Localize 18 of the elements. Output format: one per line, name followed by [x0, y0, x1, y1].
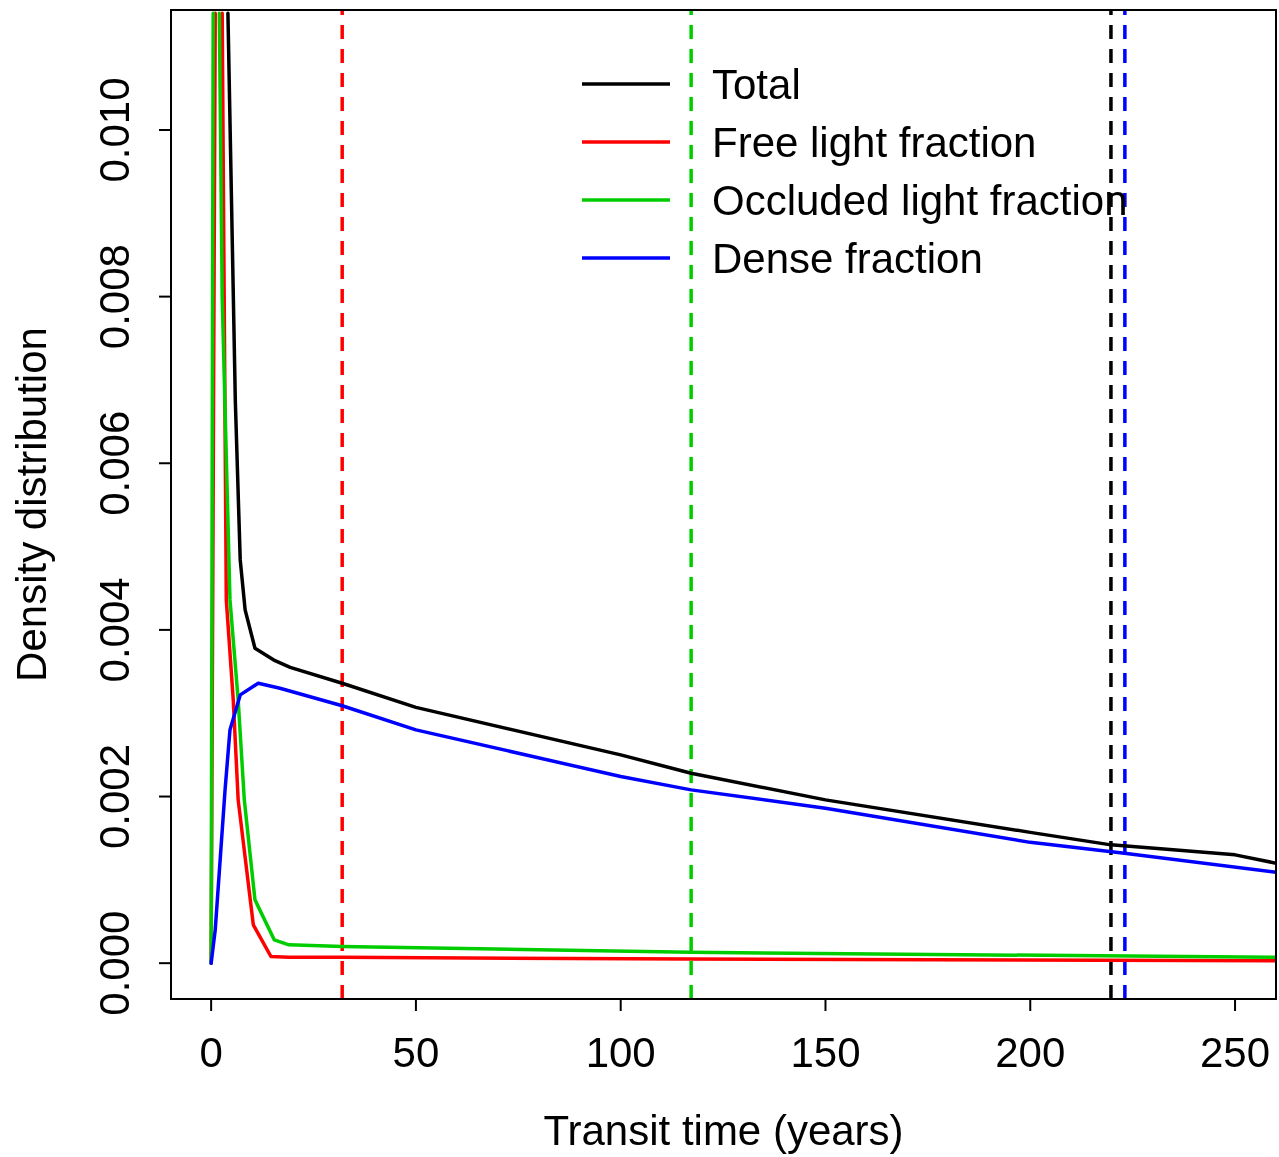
y-tick-label: 0.002 — [91, 743, 138, 850]
y-tick-label: 0.004 — [91, 577, 138, 683]
y-tick-label: 0.010 — [91, 77, 138, 183]
legend-label: Dense fraction — [712, 235, 983, 282]
y-tick-label: 0.008 — [91, 244, 138, 350]
x-tick-label: 0 — [199, 1029, 223, 1076]
x-tick-label: 50 — [392, 1029, 440, 1076]
y-axis-title: Density distribution — [8, 327, 55, 682]
legend-label: Occluded light fraction — [712, 177, 1128, 224]
legend-label: Free light fraction — [712, 119, 1037, 166]
y-tick-label: 0.000 — [91, 910, 138, 1016]
x-tick-label: 150 — [790, 1029, 861, 1076]
y-tick-label: 0.006 — [91, 410, 138, 516]
x-tick-label: 100 — [585, 1029, 656, 1076]
x-tick-label: 250 — [1200, 1029, 1271, 1076]
legend-label: Total — [712, 61, 801, 108]
x-axis-title: Transit time (years) — [543, 1107, 904, 1154]
x-tick-label: 200 — [995, 1029, 1066, 1076]
